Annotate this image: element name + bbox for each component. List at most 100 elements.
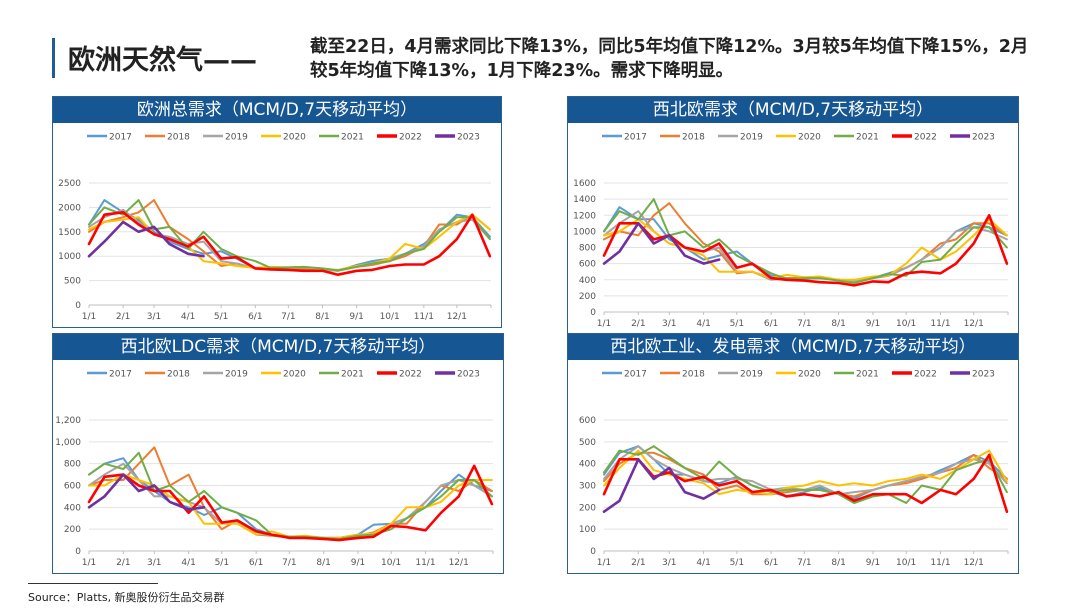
x-tick-label: 7/1 <box>282 558 296 568</box>
legend-label: 2023 <box>972 133 995 143</box>
legend-item-2020: 2020 <box>261 133 306 143</box>
x-tick-label: 4/1 <box>181 312 195 322</box>
y-tick-label: 0 <box>590 547 596 557</box>
legend-label: 2023 <box>457 133 480 143</box>
x-tick-label: 7/1 <box>797 558 811 568</box>
legend-label: 2021 <box>341 133 364 143</box>
x-tick-label: 12/1 <box>447 312 467 322</box>
legend-label: 2017 <box>624 370 647 380</box>
x-tick-label: 9/1 <box>351 558 365 568</box>
x-tick-label: 8/1 <box>831 558 845 568</box>
y-tick-label: 500 <box>579 438 596 448</box>
legend-label: 2021 <box>856 133 879 143</box>
x-tick-label: 2/1 <box>631 558 645 568</box>
legend-label: 2021 <box>856 370 879 380</box>
legend-item-2020: 2020 <box>776 133 821 143</box>
page-title: 欧洲天然气—— <box>68 45 257 76</box>
y-tick-label: 0 <box>75 301 81 311</box>
y-tick-label: 500 <box>64 277 81 287</box>
y-tick-label: 0 <box>75 547 81 557</box>
y-tick-label: 1,200 <box>55 416 81 426</box>
x-tick-label: 10/1 <box>896 319 916 329</box>
legend-item-2022: 2022 <box>377 133 422 143</box>
y-tick-label: 1200 <box>573 211 596 221</box>
x-tick-label: 6/1 <box>764 558 778 568</box>
page-description: 截至22日，4月需求同比下降13%，同比5年均值下降12%。3月较5年均值下降1… <box>310 37 1029 81</box>
legend-label: 2018 <box>167 133 190 143</box>
y-tick-label: 200 <box>579 292 596 302</box>
y-tick-label: 200 <box>579 503 596 513</box>
y-tick-label: 400 <box>579 460 596 470</box>
series-line-2022 <box>87 211 492 276</box>
x-tick-label: 5/1 <box>730 319 744 329</box>
chart-nw-europe-industry-power: 2017 2018 2019 2020 2021 2022 2023 0 100 200 300 40… <box>579 370 1009 568</box>
x-tick-label: 1/1 <box>597 319 611 329</box>
x-tick-label: 3/1 <box>662 319 676 329</box>
source-note: Source：Platts, 新奥股份衍生品交易群 <box>28 591 225 604</box>
legend-label: 2022 <box>914 133 937 143</box>
legend-item-2021: 2021 <box>319 133 364 143</box>
series-line-2023 <box>87 473 206 511</box>
legend-item-2019: 2019 <box>718 133 763 143</box>
x-tick-label: 11/1 <box>415 558 435 568</box>
chart-title: 西北欧需求（MCM/D,7天移动平均） <box>568 97 1018 123</box>
legend-label: 2017 <box>109 370 132 380</box>
legend: 2017 2018 2019 2020 2021 2022 2023 <box>602 133 995 143</box>
x-tick-label: 4/1 <box>696 319 710 329</box>
x-tick-label: 9/1 <box>866 558 880 568</box>
x-tick-label: 6/1 <box>248 312 262 322</box>
y-tick-label: 0 <box>590 308 596 318</box>
chart-panel-nw-europe-industry-power: 西北欧工业、发电需求（MCM/D,7天移动平均） 2017 2018 2019 202… <box>567 333 1019 574</box>
y-tick-label: 400 <box>64 503 81 513</box>
legend-item-2021: 2021 <box>319 370 364 380</box>
header-accent-bar <box>52 38 55 78</box>
chart-title: 西北欧LDC需求（MCM/D,7天移动平均） <box>53 334 503 360</box>
x-tick-label: 1/1 <box>82 558 96 568</box>
y-tick-label: 2000 <box>58 203 81 213</box>
y-tick-label: 600 <box>579 260 596 270</box>
x-tick-label: 7/1 <box>281 312 295 322</box>
legend-item-2021: 2021 <box>834 133 879 143</box>
x-tick-label: 6/1 <box>764 319 778 329</box>
legend-item-2019: 2019 <box>203 133 248 143</box>
y-tick-label: 100 <box>579 525 596 535</box>
legend-item-2021: 2021 <box>834 370 879 380</box>
legend-label: 2020 <box>283 133 306 143</box>
y-tick-label: 1,000 <box>55 438 81 448</box>
x-tick-label: 8/1 <box>315 312 329 322</box>
legend-label: 2018 <box>167 370 190 380</box>
chart-panel-nw-europe: 西北欧需求（MCM/D,7天移动平均） 2017 2018 2019 2020 2021… <box>567 96 1019 335</box>
x-tick-label: 6/1 <box>249 558 263 568</box>
legend-label: 2022 <box>914 370 937 380</box>
y-tick-label: 300 <box>579 482 596 492</box>
x-tick-label: 10/1 <box>896 558 916 568</box>
legend-label: 2019 <box>225 370 248 380</box>
legend-item-2022: 2022 <box>892 370 937 380</box>
chart-europe-total: 2017 2018 2019 2020 2021 2022 2023 0 500 1000 1500… <box>58 133 492 322</box>
x-tick-label: 12/1 <box>964 319 984 329</box>
chart-panel-europe-total: 欧洲总需求（MCM/D,7天移动平均） 2017 2018 2019 2020 2021… <box>52 96 502 328</box>
legend-item-2018: 2018 <box>145 370 190 380</box>
legend-item-2020: 2020 <box>261 370 306 380</box>
x-tick-label: 10/1 <box>381 558 401 568</box>
legend-item-2020: 2020 <box>776 370 821 380</box>
legend-item-2023: 2023 <box>435 370 480 380</box>
legend-item-2023: 2023 <box>435 133 480 143</box>
x-tick-label: 2/1 <box>631 319 645 329</box>
legend-label: 2023 <box>972 370 995 380</box>
legend-item-2017: 2017 <box>602 370 647 380</box>
x-tick-label: 2/1 <box>116 558 130 568</box>
x-tick-label: 3/1 <box>147 558 161 568</box>
x-tick-label: 3/1 <box>662 558 676 568</box>
x-tick-label: 8/1 <box>316 558 330 568</box>
chart-nw-europe: 2017 2018 2019 2020 2021 2022 2023 0 200 400 600 80… <box>573 133 1009 329</box>
x-tick-label: 7/1 <box>797 319 811 329</box>
x-tick-label: 5/1 <box>214 312 228 322</box>
y-tick-label: 200 <box>64 525 81 535</box>
y-tick-label: 1600 <box>573 179 596 189</box>
legend-item-2023: 2023 <box>950 133 995 143</box>
y-tick-label: 1500 <box>58 228 81 238</box>
legend-item-2018: 2018 <box>660 370 705 380</box>
legend-item-2019: 2019 <box>718 370 763 380</box>
y-tick-label: 600 <box>579 416 596 426</box>
